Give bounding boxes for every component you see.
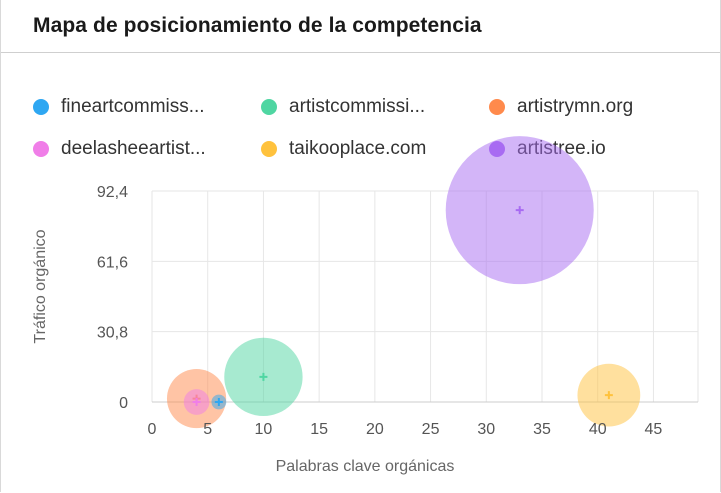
x-tick-label: 0: [148, 421, 157, 438]
bubbles: [166, 136, 641, 429]
card-title: Mapa de posicionamiento de la competenci…: [33, 14, 482, 37]
legend-label: deelasheeartist...: [61, 138, 206, 159]
legend-dot-icon: [33, 141, 49, 157]
y-tick-label: 0: [119, 395, 128, 412]
x-tick-label: 10: [255, 421, 273, 438]
tick-labels: 0 5 10 15 20 25 30 35 40 45 0 30,8 61,6 92,4: [97, 184, 663, 438]
legend-dot-icon: [33, 99, 49, 115]
bubble-center-plus-icon: [604, 391, 613, 400]
legend-item-artistrymn[interactable]: artistrymn.org: [489, 96, 689, 118]
legend-item-fineartcommiss[interactable]: fineartcommiss...: [33, 96, 261, 118]
x-tick-label: 5: [203, 421, 212, 438]
x-tick-label: 30: [477, 421, 495, 438]
legend-label: taikooplace.com: [289, 138, 427, 159]
x-tick-label: 45: [645, 421, 663, 438]
legend-item-taikooplace[interactable]: taikooplace.com: [261, 138, 489, 160]
legend-label: fineartcommiss...: [61, 96, 205, 117]
legend-item-deelasheeartist[interactable]: deelasheeartist...: [33, 138, 261, 160]
x-axis-title: Palabras clave orgánicas: [276, 458, 455, 475]
x-tick-label: 25: [422, 421, 440, 438]
grid-lines: [151, 190, 699, 403]
legend-dot-icon: [261, 99, 277, 115]
card-header: Mapa de posicionamiento de la competenci…: [1, 0, 720, 53]
legend-row: fineartcommiss... artistcommissi... arti…: [33, 86, 693, 128]
y-tick-label: 61,6: [97, 254, 128, 271]
legend-item-artistcommissi[interactable]: artistcommissi...: [261, 96, 489, 118]
legend-label: artistrymn.org: [517, 96, 634, 117]
y-axis-title: Tráfico orgánico: [32, 229, 49, 343]
legend-dot-icon: [489, 99, 505, 115]
x-tick-label: 35: [533, 421, 551, 438]
x-tick-label: 20: [366, 421, 384, 438]
legend-label: artistcommissi...: [289, 96, 426, 117]
x-tick-label: 40: [589, 421, 607, 438]
bubble-center-plus-icon: [515, 206, 524, 215]
chart-legend: fineartcommiss... artistcommissi... arti…: [33, 86, 693, 170]
y-tick-label: 92,4: [97, 184, 128, 201]
bubble-center-plus-icon: [192, 398, 201, 406]
x-tick-label: 15: [310, 421, 328, 438]
y-tick-label: 30,8: [97, 325, 128, 342]
legend-dot-icon: [261, 141, 277, 157]
bubble-center-plus-icon: [259, 372, 268, 381]
bubble-center-plus-icon: [214, 398, 223, 406]
